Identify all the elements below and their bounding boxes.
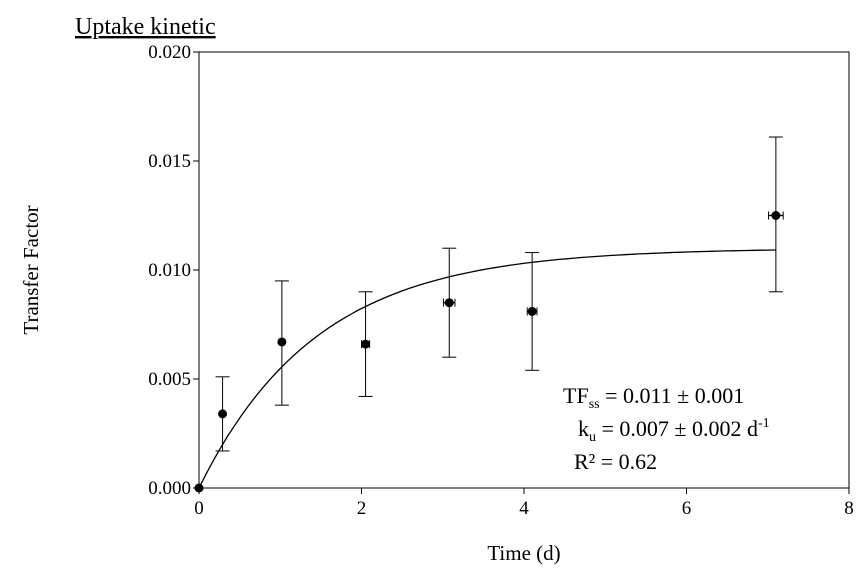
data-point — [768, 136, 784, 293]
annotation-tfss: TFss = 0.011 ± 0.001 — [563, 383, 744, 412]
point-marker — [444, 298, 454, 308]
data-point — [525, 252, 540, 371]
y-axis: 0.000 0.005 0.010 0.015 0.020 — [148, 42, 199, 499]
x-tick-label: 8 — [844, 498, 854, 519]
x-tick-label: 4 — [519, 498, 529, 519]
point-marker — [361, 339, 371, 349]
annotation-ku: ku = 0.007 ± 0.002 d-1 — [578, 416, 770, 445]
data-point — [358, 291, 373, 397]
data-point — [194, 483, 204, 493]
chart-title: Uptake kinetic — [75, 14, 216, 40]
data-point — [442, 247, 457, 358]
point-marker — [194, 483, 204, 493]
y-tick-label: 0.020 — [148, 42, 191, 63]
point-marker — [277, 337, 287, 347]
y-tick-label: 0.000 — [148, 478, 191, 499]
point-marker — [527, 306, 537, 316]
x-tick-label: 6 — [682, 498, 692, 519]
data-points — [194, 136, 784, 493]
data-point — [274, 280, 289, 406]
point-marker — [218, 409, 228, 419]
x-axis-label: Time (d) — [487, 541, 560, 565]
y-tick-label: 0.010 — [148, 260, 191, 281]
data-point — [215, 376, 230, 452]
annotation-r2: R² = 0.62 — [574, 449, 657, 474]
x-axis: 0 2 4 6 8 — [194, 488, 854, 519]
fit-curve — [198, 249, 776, 489]
x-tick-label: 0 — [194, 498, 204, 519]
x-tick-label: 2 — [357, 498, 367, 519]
y-axis-label: Transfer Factor — [19, 205, 43, 334]
y-tick-label: 0.005 — [148, 369, 191, 390]
y-tick-label: 0.015 — [148, 151, 191, 172]
point-marker — [771, 211, 781, 220]
